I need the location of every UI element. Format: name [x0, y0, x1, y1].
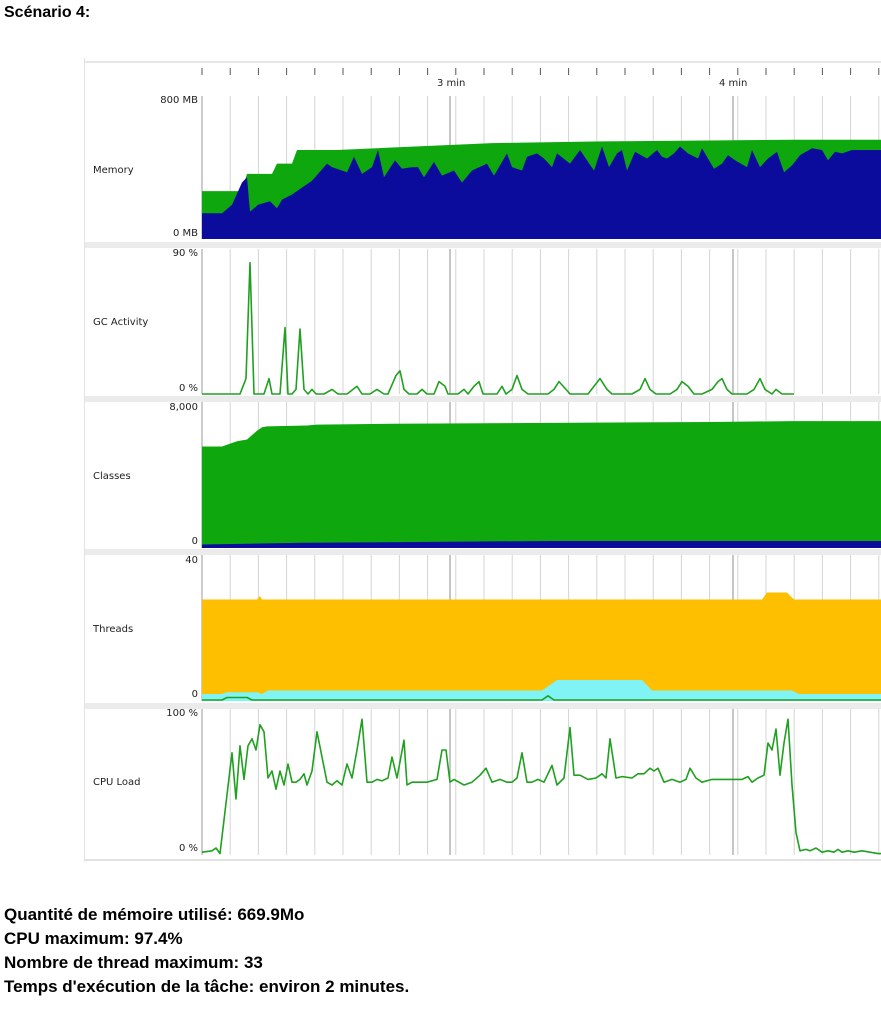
- classes-max-label: 8,000: [169, 402, 198, 413]
- memory-min-label: 0 MB: [172, 228, 198, 239]
- summary-duration-line: Temps d'exécution de la tâche: environ 2…: [4, 977, 410, 996]
- results-summary: Quantité de mémoire utilisé: 669.9Mo CPU…: [4, 903, 409, 999]
- cpu-load-line: [201, 718, 881, 855]
- memory-max-label: 800 MB: [160, 95, 198, 106]
- cpu-min-label: 0 %: [178, 843, 198, 854]
- time-tick-label: 4 min: [719, 78, 748, 89]
- gc-max-label: 90 %: [172, 248, 198, 259]
- summary-cpu-line: CPU maximum: 97.4%: [4, 929, 183, 948]
- gc-activity-line: [202, 261, 794, 395]
- classes-min-label: 0: [191, 536, 198, 547]
- panel-label-gc: GC Activity: [93, 317, 149, 328]
- cpu-max-label: 100 %: [166, 708, 198, 719]
- panel-label-cpu: CPU Load: [93, 777, 141, 788]
- gc-min-label: 0 %: [178, 383, 198, 394]
- time-tick-label: 3 min: [437, 78, 466, 89]
- classes-unloaded-area: [202, 541, 881, 548]
- classes-loaded-area: [202, 421, 881, 548]
- threads-min-label: 0: [191, 689, 198, 700]
- panel-separator: [85, 549, 881, 555]
- panel-separator: [85, 703, 881, 709]
- threads-daemon-area: [202, 680, 881, 701]
- memory-used-area: [202, 146, 881, 239]
- threads-blocked-line: [202, 695, 881, 701]
- scenario-heading: Scénario 4:: [4, 4, 91, 21]
- panel-separator: [85, 242, 881, 248]
- panel-separator: [85, 396, 881, 402]
- threads-live-area: [202, 592, 881, 701]
- monitor-charts: [85, 61, 881, 861]
- panel-label-classes: Classes: [93, 471, 131, 482]
- panel-label-memory: Memory: [93, 165, 134, 176]
- profiler-monitor-panel: 3 min 4 min Memory 800 MB 0 MB GC Activi…: [84, 58, 881, 862]
- threads-max-label: 40: [185, 555, 198, 566]
- panel-label-threads: Threads: [93, 624, 134, 635]
- summary-memory-line: Quantité de mémoire utilisé: 669.9Mo: [4, 905, 305, 924]
- summary-threads-line: Nombre de thread maximum: 33: [4, 953, 263, 972]
